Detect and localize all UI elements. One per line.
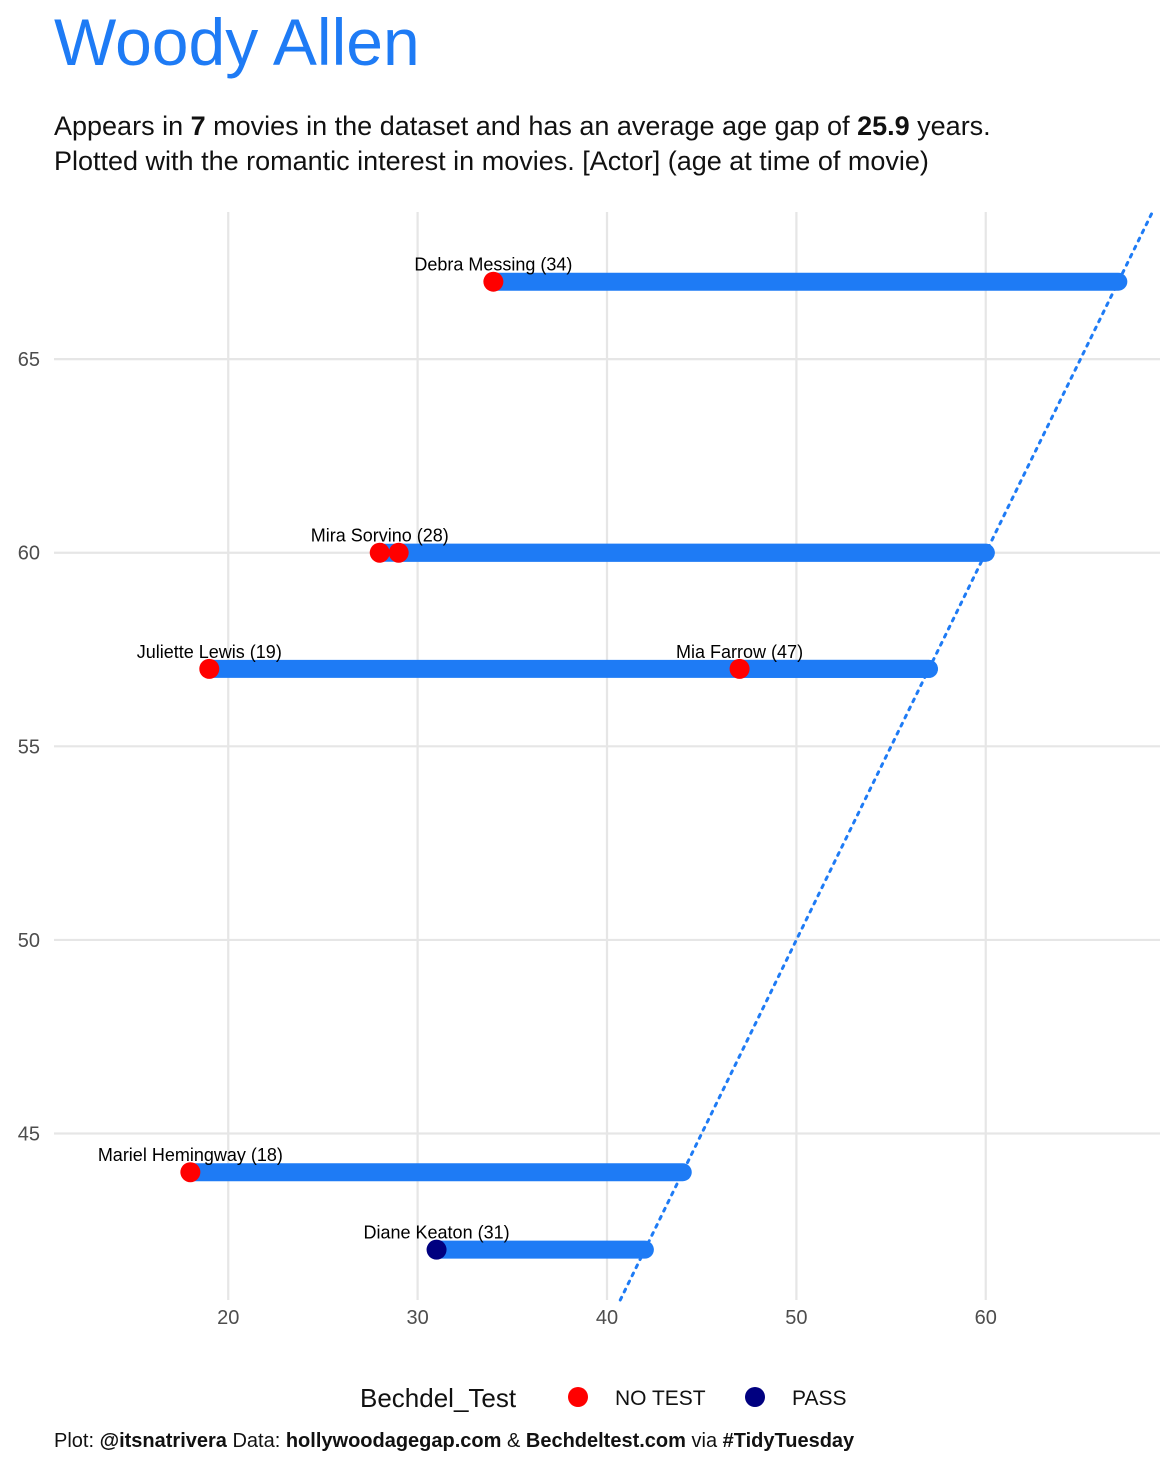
legend-title: Bechdel_Test (360, 1383, 517, 1413)
y-tick-label-60: 60 (18, 543, 40, 565)
dumbbell-chart: Debra Messing (34) Mira Sorvino (28) Julie… (18, 210, 1160, 1329)
x-tick-label-50: 50 (785, 1307, 807, 1329)
partner-point-5 (180, 1162, 201, 1183)
partner-point-2 (388, 542, 409, 563)
reference-line (618, 210, 1154, 1302)
partner-label-3: Mia Farrow (47) (676, 642, 803, 662)
chart-subtitle-line-1: Appears in 7 movies in the dataset and h… (54, 111, 991, 141)
partner-point-6 (426, 1239, 447, 1260)
partner-label-0: Debra Messing (34) (414, 255, 572, 275)
partner-point-0 (483, 271, 504, 292)
y-tick-label-55: 55 (18, 736, 40, 758)
gridlines (54, 212, 1160, 1300)
y-tick-label-50: 50 (18, 930, 40, 952)
reference-line-group (618, 210, 1154, 1302)
legend: Bechdel_Test NO TEST PASS (360, 1383, 846, 1413)
partner-label-4: Mariel Hemingway (18) (98, 1145, 283, 1165)
partner-point-4 (729, 658, 750, 679)
legend-label-no-test: NO TEST (615, 1387, 706, 1410)
legend-swatch-pass (745, 1387, 765, 1407)
x-tick-label-20: 20 (217, 1307, 239, 1329)
axis-tick-labels: 20 30 40 50 60 45 50 55 60 65 (18, 349, 997, 1329)
partner-label-1: Mira Sorvino (28) (311, 526, 449, 546)
partner-point-1 (369, 542, 390, 563)
chart-subtitle-line-2: Plotted with the romantic interest in mo… (54, 146, 929, 176)
data-points (180, 271, 750, 1260)
partner-label-2: Juliette Lewis (19) (137, 642, 282, 662)
legend-label-pass: PASS (792, 1387, 846, 1410)
x-tick-label-60: 60 (975, 1307, 997, 1329)
chart-title: Woody Allen (54, 5, 420, 79)
y-tick-label-65: 65 (18, 349, 40, 371)
partner-point-3 (199, 658, 220, 679)
point-labels: Debra Messing (34) Mira Sorvino (28) Julie… (98, 255, 803, 1243)
partner-label-5: Diane Keaton (31) (364, 1223, 510, 1243)
age-gap-segments (181, 272, 1128, 1259)
x-tick-label-30: 30 (406, 1307, 428, 1329)
x-tick-label-40: 40 (596, 1307, 618, 1329)
y-tick-label-45: 45 (18, 1124, 40, 1146)
chart-caption: Plot: @itsnatrivera Data: hollywoodagega… (54, 1430, 855, 1452)
legend-swatch-no-test (568, 1387, 588, 1407)
